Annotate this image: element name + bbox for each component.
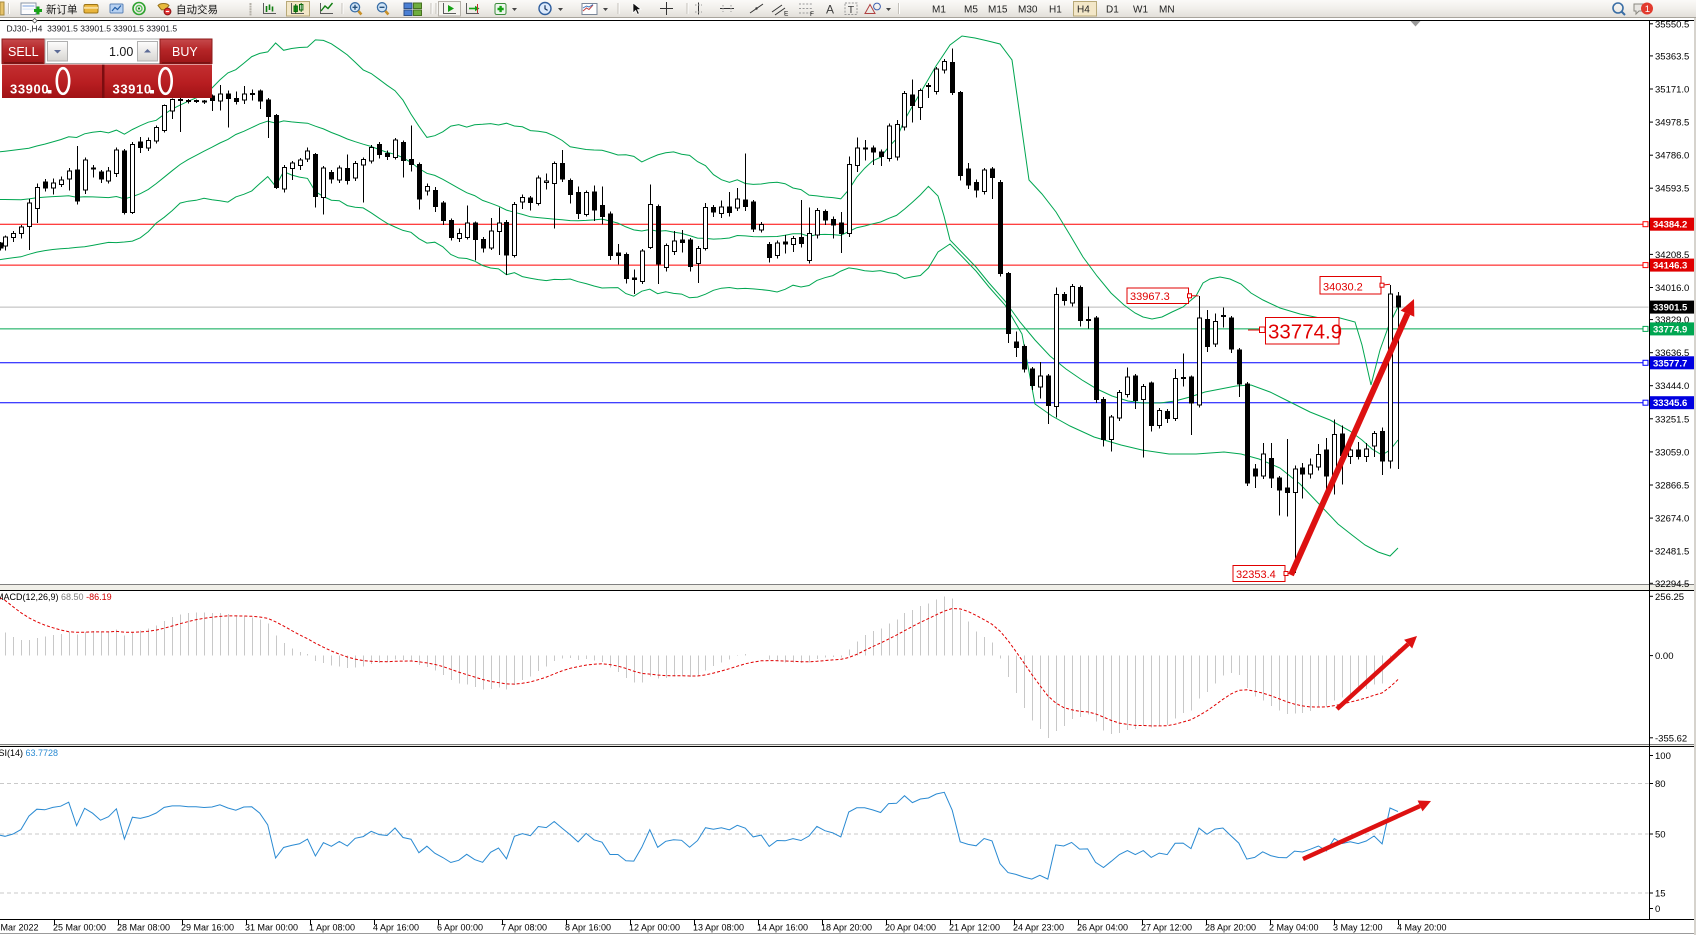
svg-text:13 Apr 08:00: 13 Apr 08:00 <box>693 923 744 933</box>
svg-text:34208.5: 34208.5 <box>1655 250 1689 261</box>
svg-text:33444.0: 33444.0 <box>1655 381 1689 392</box>
svg-text:14 Apr 16:00: 14 Apr 16:00 <box>757 923 808 933</box>
svg-text:20 Apr 04:00: 20 Apr 04:00 <box>885 923 936 933</box>
svg-text:1: 1 <box>1645 4 1650 15</box>
svg-text:8 Apr 16:00: 8 Apr 16:00 <box>565 923 611 933</box>
svg-text:0.00: 0.00 <box>1655 651 1674 662</box>
svg-text:自动交易: 自动交易 <box>176 3 218 16</box>
svg-text:1 Apr 08:00: 1 Apr 08:00 <box>309 923 355 933</box>
svg-text:D1: D1 <box>1106 5 1119 16</box>
svg-text:80: 80 <box>1655 779 1666 790</box>
svg-text:2 May 04:00: 2 May 04:00 <box>1269 923 1319 933</box>
svg-text:6 Apr 00:00: 6 Apr 00:00 <box>437 923 483 933</box>
svg-text:34016.0: 34016.0 <box>1655 283 1689 294</box>
svg-text:MACD(12,26,9) 68.50 -86.19: MACD(12,26,9) 68.50 -86.19 <box>0 592 112 602</box>
svg-text:T: T <box>848 4 855 16</box>
svg-text:M15: M15 <box>988 5 1008 16</box>
svg-text:DJ30-,H4 33901.5 33901.5 3390: DJ30-,H4 33901.5 33901.5 33901.5 33901.5 <box>7 24 178 34</box>
svg-text:32866.5: 32866.5 <box>1655 481 1689 492</box>
svg-text:256.25: 256.25 <box>1655 592 1684 603</box>
svg-text:34384.2: 34384.2 <box>1653 220 1687 231</box>
svg-text:33059.0: 33059.0 <box>1655 447 1689 458</box>
svg-text:M30: M30 <box>1018 5 1038 16</box>
svg-text:M1: M1 <box>932 5 946 16</box>
svg-text:H1: H1 <box>1049 5 1062 16</box>
svg-text:0: 0 <box>1655 904 1660 915</box>
svg-text:26 Apr 04:00: 26 Apr 04:00 <box>1077 923 1128 933</box>
svg-text:A: A <box>826 3 834 17</box>
svg-text:F: F <box>810 11 814 18</box>
svg-text:29 Mar 16:00: 29 Mar 16:00 <box>181 923 234 933</box>
svg-text:34786.0: 34786.0 <box>1655 151 1689 162</box>
svg-text:-355.62: -355.62 <box>1655 733 1687 744</box>
svg-text:33900: 33900 <box>10 82 49 97</box>
svg-text:31 Mar 00:00: 31 Mar 00:00 <box>245 923 298 933</box>
svg-text:21 Apr 12:00: 21 Apr 12:00 <box>949 923 1000 933</box>
svg-text:E: E <box>784 11 789 18</box>
svg-text:12 Apr 00:00: 12 Apr 00:00 <box>629 923 680 933</box>
svg-text:4 May 20:00: 4 May 20:00 <box>1397 923 1447 933</box>
svg-text:33251.5: 33251.5 <box>1655 414 1689 425</box>
svg-text:33774.9: 33774.9 <box>1653 324 1687 335</box>
svg-text:4 Apr 16:00: 4 Apr 16:00 <box>373 923 419 933</box>
svg-text:W1: W1 <box>1133 5 1148 16</box>
svg-text:15: 15 <box>1655 889 1666 900</box>
svg-text:34593.5: 34593.5 <box>1655 184 1689 195</box>
svg-text:34030.2: 34030.2 <box>1323 282 1363 294</box>
svg-text:33967.3: 33967.3 <box>1130 291 1170 303</box>
svg-text:33577.7: 33577.7 <box>1653 358 1687 369</box>
svg-text:27 Apr 12:00: 27 Apr 12:00 <box>1141 923 1192 933</box>
svg-text:28 Apr 20:00: 28 Apr 20:00 <box>1205 923 1256 933</box>
svg-text:28 Mar 08:00: 28 Mar 08:00 <box>117 923 170 933</box>
svg-text:24 Mar 2022: 24 Mar 2022 <box>0 923 39 933</box>
svg-text:H4: H4 <box>1077 5 1090 16</box>
svg-text:50: 50 <box>1655 830 1666 841</box>
svg-text:M5: M5 <box>964 5 978 16</box>
svg-text:33910: 33910 <box>113 82 152 97</box>
svg-text:3 May 12:00: 3 May 12:00 <box>1333 923 1383 933</box>
svg-text:34146.3: 34146.3 <box>1653 261 1687 272</box>
svg-text:新订单: 新订单 <box>46 3 78 16</box>
svg-text:32353.4: 32353.4 <box>1236 569 1276 581</box>
svg-text:100: 100 <box>1655 751 1671 762</box>
svg-text:BUY: BUY <box>172 45 198 59</box>
svg-text:24 Apr 23:00: 24 Apr 23:00 <box>1013 923 1064 933</box>
svg-text:7 Apr 08:00: 7 Apr 08:00 <box>501 923 547 933</box>
svg-text:MN: MN <box>1159 5 1175 16</box>
svg-text:25 Mar 00:00: 25 Mar 00:00 <box>53 923 106 933</box>
svg-text:RSI(14) 63.7728: RSI(14) 63.7728 <box>0 748 58 758</box>
svg-text:33829.0: 33829.0 <box>1655 315 1689 326</box>
svg-text:33345.6: 33345.6 <box>1653 398 1687 409</box>
svg-text:32674.0: 32674.0 <box>1655 514 1689 525</box>
svg-text:33901.5: 33901.5 <box>1653 303 1688 314</box>
svg-text:32481.5: 32481.5 <box>1655 547 1689 558</box>
svg-text:33774.9: 33774.9 <box>1268 321 1342 344</box>
svg-text:18 Apr 20:00: 18 Apr 20:00 <box>821 923 872 933</box>
svg-text:33636.5: 33636.5 <box>1655 348 1689 359</box>
svg-text:34978.5: 34978.5 <box>1655 118 1689 129</box>
svg-text:35171.0: 35171.0 <box>1655 85 1689 96</box>
svg-text:1.00: 1.00 <box>109 45 133 59</box>
svg-text:32294.5: 32294.5 <box>1655 579 1689 590</box>
svg-text:35550.5: 35550.5 <box>1655 19 1689 30</box>
svg-text:35363.5: 35363.5 <box>1655 51 1689 62</box>
svg-text:SELL: SELL <box>8 45 39 59</box>
